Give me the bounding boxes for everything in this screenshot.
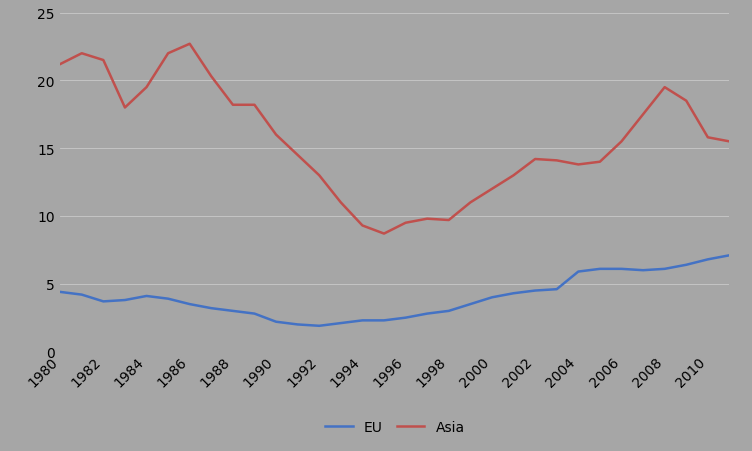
Asia (487, 187, 496, 192)
Asia (596, 160, 605, 165)
EU (703, 257, 712, 262)
EU (336, 321, 345, 326)
EU (229, 308, 238, 314)
EU (185, 302, 194, 307)
Asia (293, 153, 302, 158)
EU (380, 318, 389, 323)
Asia (358, 223, 367, 229)
Asia (531, 157, 540, 162)
EU (660, 267, 669, 272)
Asia (229, 103, 238, 108)
EU (423, 311, 432, 317)
EU (725, 253, 734, 258)
Legend: EU, Asia: EU, Asia (320, 414, 470, 440)
Asia (617, 139, 626, 145)
Asia (660, 85, 669, 91)
Asia (142, 85, 151, 91)
EU (682, 262, 691, 268)
Asia (207, 74, 216, 80)
EU (358, 318, 367, 323)
Asia (120, 106, 129, 111)
EU (120, 298, 129, 303)
Asia (401, 221, 410, 226)
Asia (509, 173, 518, 179)
EU (617, 267, 626, 272)
EU (574, 269, 583, 275)
Asia (185, 42, 194, 47)
Asia (164, 51, 173, 57)
Asia (380, 231, 389, 237)
Asia (336, 200, 345, 206)
Asia (423, 216, 432, 222)
Asia (444, 218, 453, 223)
EU (271, 319, 280, 325)
EU (56, 290, 65, 295)
Line: EU: EU (60, 256, 729, 326)
EU (164, 296, 173, 302)
EU (487, 295, 496, 300)
Asia (250, 103, 259, 108)
EU (509, 291, 518, 296)
EU (99, 299, 108, 304)
EU (596, 267, 605, 272)
EU (444, 308, 453, 314)
Asia (725, 139, 734, 145)
EU (77, 292, 86, 298)
Asia (552, 158, 561, 164)
Asia (703, 135, 712, 141)
Asia (682, 99, 691, 104)
Asia (638, 112, 647, 118)
EU (207, 306, 216, 311)
Asia (77, 51, 86, 57)
EU (142, 294, 151, 299)
Asia (271, 133, 280, 138)
EU (293, 322, 302, 327)
Asia (99, 58, 108, 64)
EU (465, 302, 475, 307)
Asia (315, 173, 324, 179)
EU (531, 288, 540, 294)
EU (401, 315, 410, 321)
Line: Asia: Asia (60, 45, 729, 234)
Asia (574, 162, 583, 168)
EU (315, 323, 324, 329)
Asia (465, 200, 475, 206)
EU (250, 311, 259, 317)
Asia (56, 62, 65, 68)
EU (638, 268, 647, 273)
EU (552, 287, 561, 292)
